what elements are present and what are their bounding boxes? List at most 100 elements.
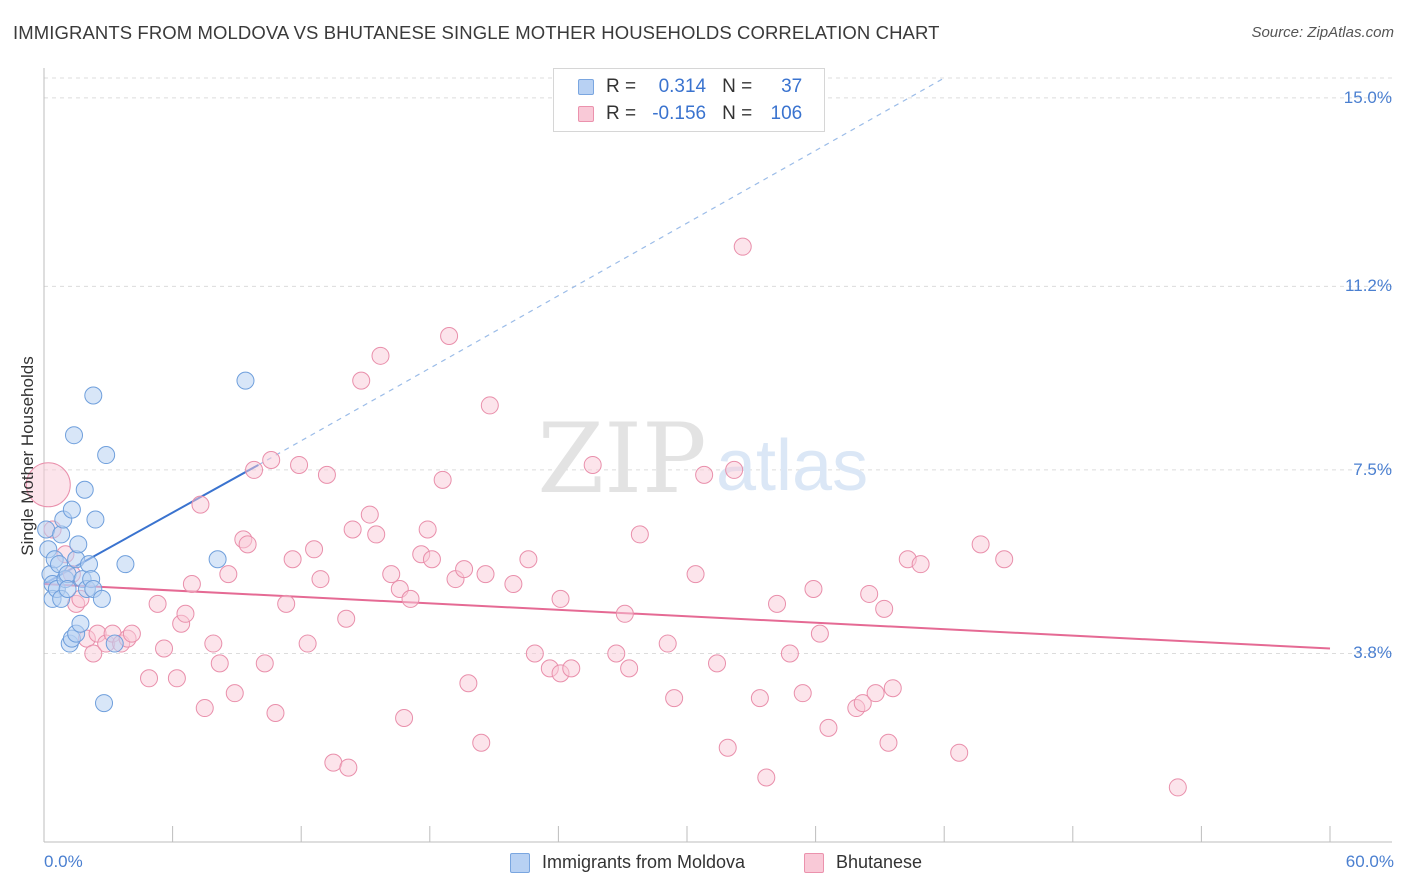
point-moldova [69,535,88,554]
point-bhutanese [519,550,538,569]
point-bhutanese [615,604,634,623]
y-axis-label: Single Mother Households [18,356,37,556]
point-bhutanese [853,694,872,713]
point-moldova [52,525,71,544]
point-bhutanese [562,659,581,678]
point-bhutanese [167,669,186,688]
point-bhutanese [455,560,474,579]
point-bhutanese [780,644,799,663]
legend-swatch-pink [578,106,594,122]
point-bhutanese [422,550,441,569]
axes [43,68,1392,843]
point-bhutanese [418,520,437,539]
r-value: -0.156 [652,103,707,124]
point-bhutanese [459,674,478,693]
point-bhutanese [551,589,570,608]
point-bhutanese [695,465,714,484]
point-moldova [105,634,124,653]
point-moldova [80,555,99,574]
legend-row-moldova: R = 0.314 N = 37 [578,75,802,99]
point-bhutanese [337,609,356,628]
point-bhutanese [793,684,812,703]
point-bhutanese [122,624,141,643]
point-bhutanese [658,634,677,653]
point-bhutanese [440,326,459,345]
point-bhutanese [155,639,174,658]
point-bhutanese [583,455,602,474]
point-bhutanese [875,599,894,618]
point-bhutanese [140,669,159,688]
point-bhutanese [360,505,379,524]
point-bhutanese [262,451,281,469]
legend-item-moldova[interactable]: Immigrants from Moldova [510,852,745,873]
point-bhutanese [148,594,167,613]
point-bhutanese [245,460,264,479]
correlation-legend: R = 0.314 N = 37 R = -0.156 N = 106 [553,68,825,132]
point-moldova [208,550,227,569]
point-bhutanese [725,460,744,479]
point-bhutanese [195,699,214,718]
y-tick-label: 3.8% [1353,643,1392,663]
point-bhutanese [971,535,990,554]
r-label: R = [606,103,637,124]
point-bhutanese [879,733,898,752]
point-bhutanese [630,525,649,544]
point-bhutanese [866,684,885,703]
point-bhutanese [290,455,309,474]
source-credit: Source: ZipAtlas.com [1251,24,1394,41]
point-moldova [84,386,103,405]
point-bhutanese [768,594,787,613]
legend-swatch-pink [804,852,824,873]
point-bhutanese [343,520,362,539]
point-bhutanese [804,579,823,598]
point-bhutanese [472,733,491,752]
point-bhutanese [476,565,495,584]
legend-row-bhutanese: R = -0.156 N = 106 [578,102,802,126]
trend-line-moldova-extension [258,77,945,466]
point-moldova [75,480,94,499]
legend-label-moldova: Immigrants from Moldova [542,852,746,872]
n-value: 106 [770,103,803,124]
n-label: N = [722,76,753,97]
point-bhutanese [750,689,769,708]
point-bhutanese [525,644,544,663]
point-bhutanese [382,565,401,584]
point-bhutanese [371,346,390,365]
point-bhutanese [718,738,737,757]
y-tick-label: 7.5% [1353,459,1392,479]
point-bhutanese [225,684,244,703]
point-bhutanese [305,540,324,559]
point-bhutanese [182,575,201,594]
r-label: R = [606,76,637,97]
point-bhutanese [317,465,336,484]
point-bhutanese [283,550,302,569]
point-moldova [116,555,135,574]
legend-label-bhutanese: Bhutanese [836,852,923,872]
point-bhutanese [324,753,343,772]
point-bhutanese [665,689,684,708]
point-bhutanese [204,634,223,653]
legend-item-bhutanese[interactable]: Bhutanese [804,852,922,873]
point-moldova [95,694,114,713]
point-bhutanese [339,758,358,777]
point-bhutanese [860,584,879,603]
point-bhutanese [210,654,229,673]
point-bhutanese [810,624,829,643]
point-moldova [97,446,116,465]
point-moldova [62,500,81,519]
point-bhutanese [395,708,414,727]
point-bhutanese [504,575,523,594]
data-points [25,237,1187,797]
point-bhutanese [757,768,776,787]
point-bhutanese [191,495,210,514]
point-bhutanese [950,743,969,762]
point-bhutanese [266,704,285,723]
point-bhutanese [219,565,238,584]
series-legend: Immigrants from Moldova Bhutanese [0,852,1406,876]
r-value: 0.314 [658,76,707,97]
trend-lines [43,77,1331,650]
point-moldova [58,579,77,598]
point-bhutanese [480,396,499,415]
point-bhutanese [883,679,902,698]
